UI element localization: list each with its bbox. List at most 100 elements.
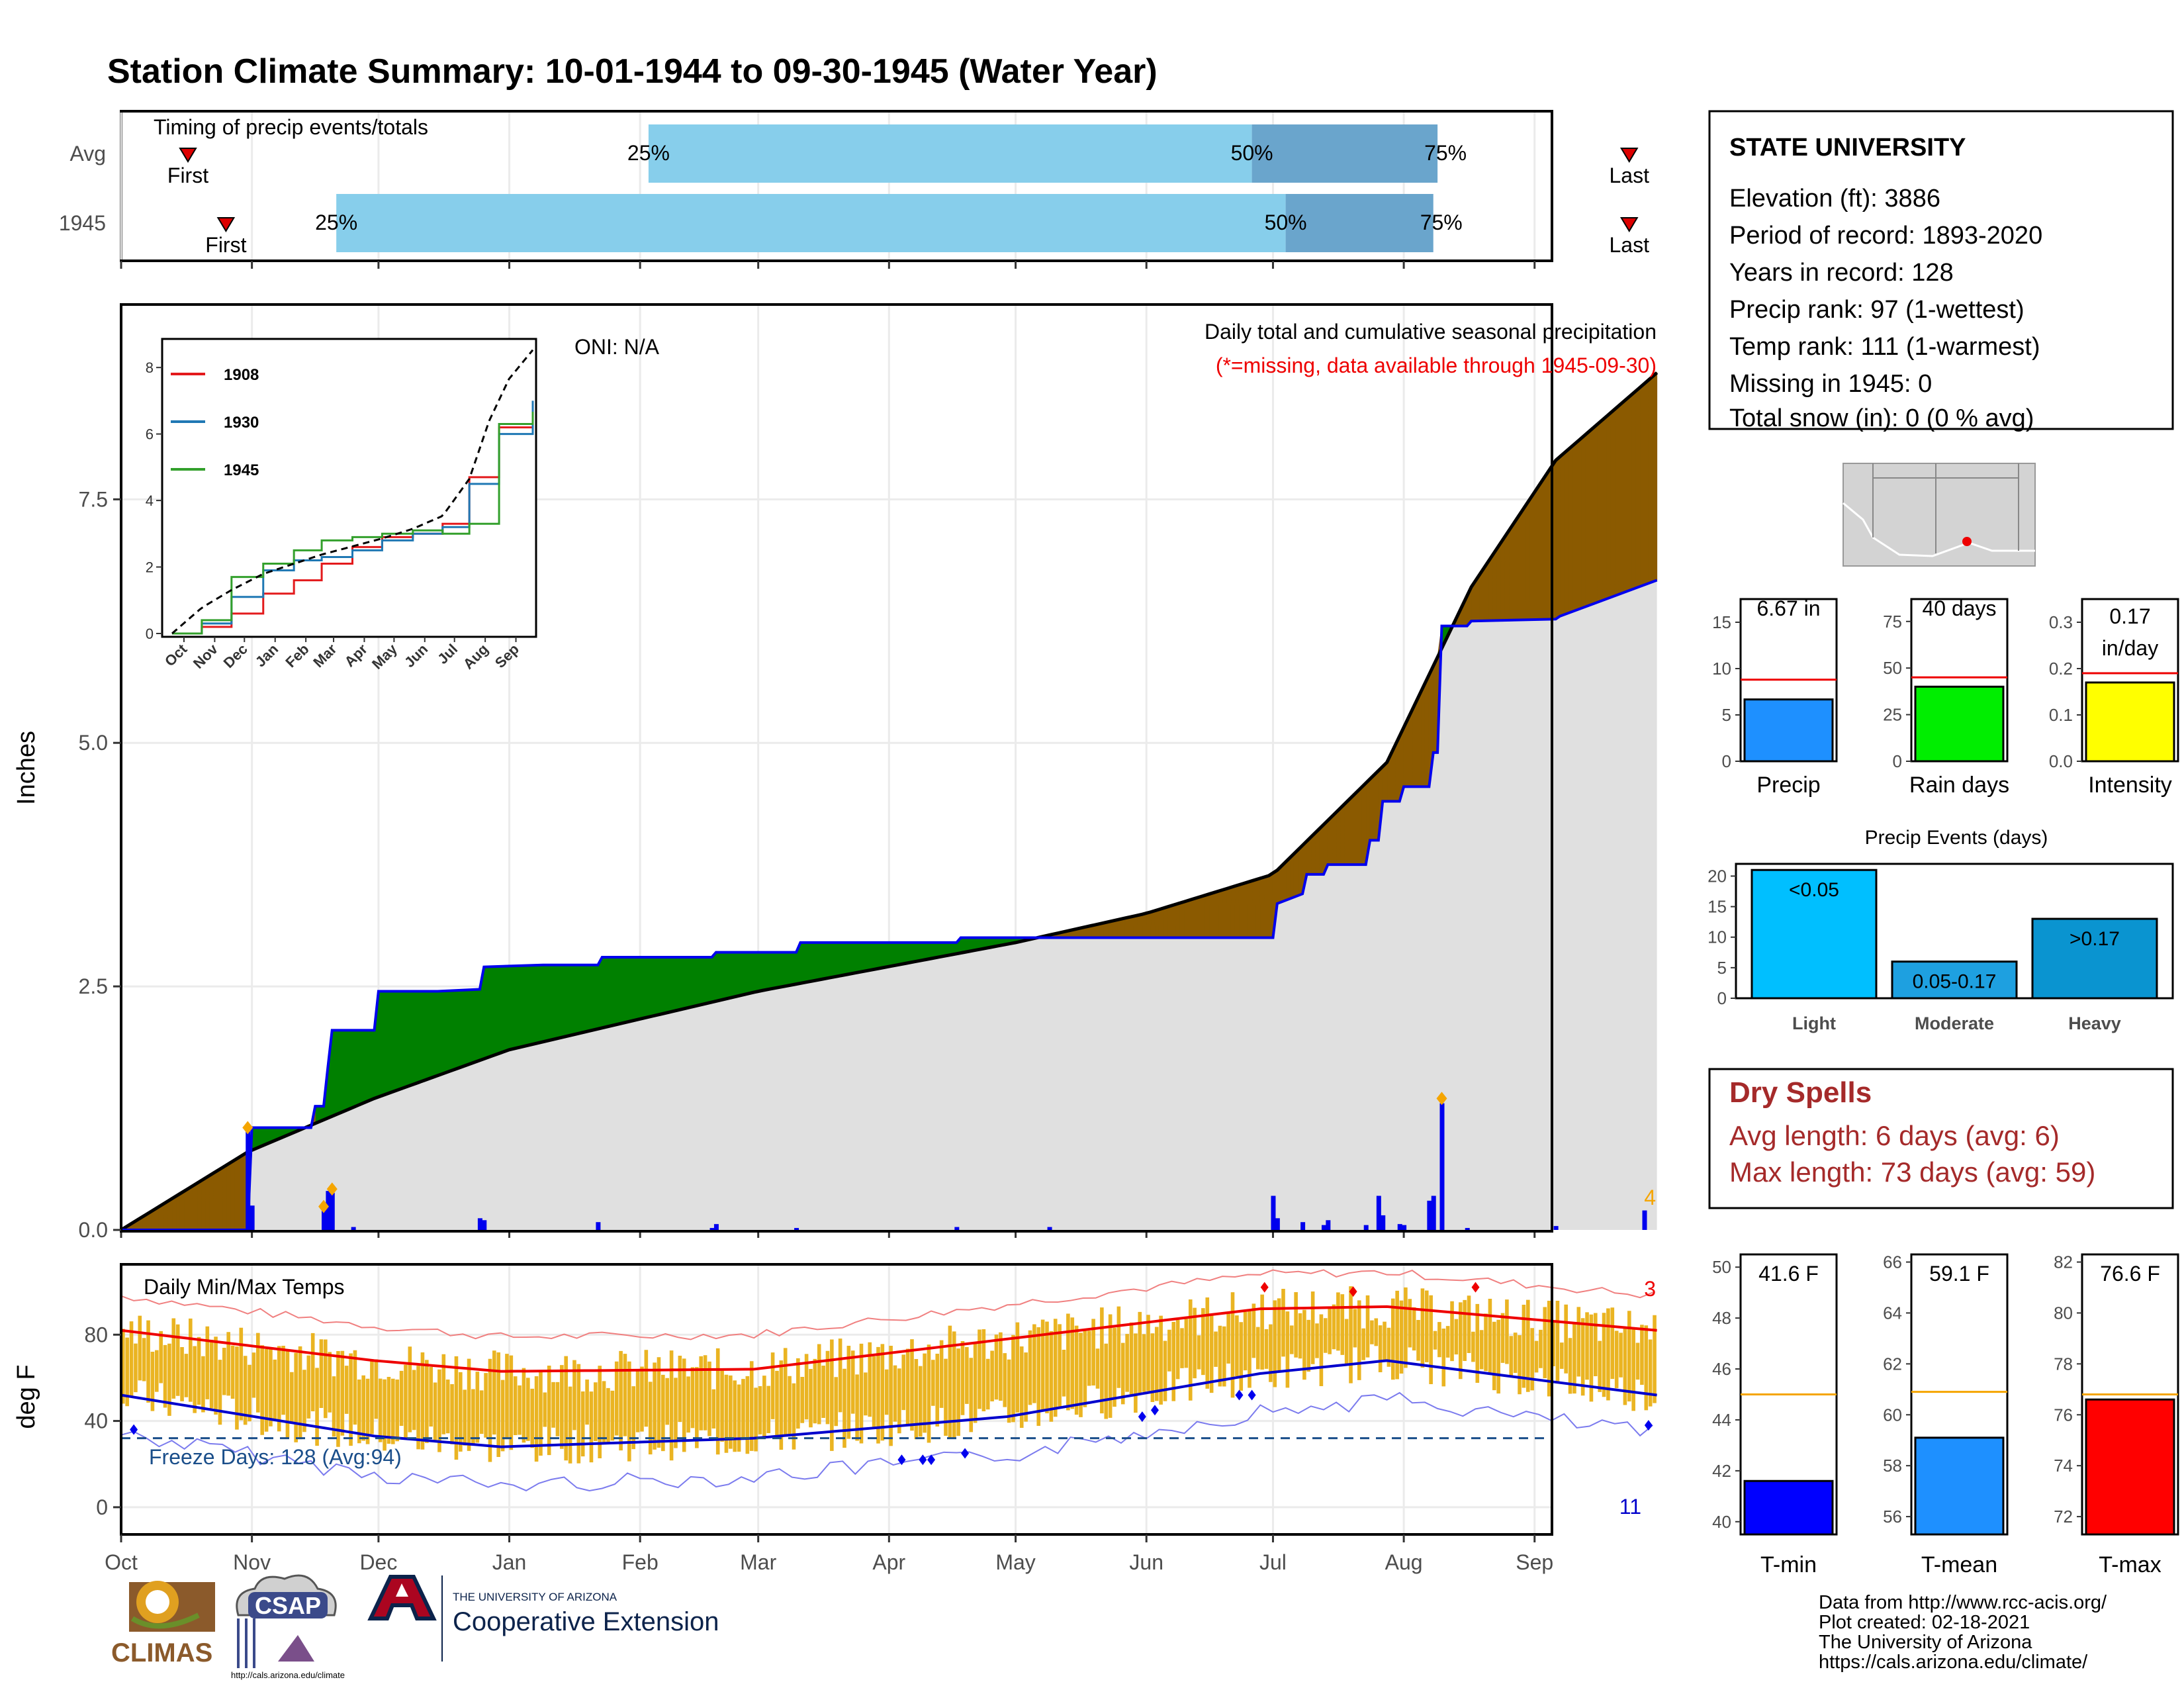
freeze-days-label: Freeze Days: 128 (Avg:94): [149, 1445, 402, 1469]
record-low-line: [120, 1391, 1653, 1491]
temp-summary-bar-2: [2085, 1398, 2175, 1536]
station-info-box: STATE UNIVERSITY Elevation (ft): 3886 Pe…: [1708, 110, 2174, 432]
avg-min-temp-line: [120, 1359, 1657, 1448]
events-tick-label-2: 10: [1707, 927, 1727, 947]
station-frame: [1708, 110, 2174, 430]
record-low-marker-icon-9: [1644, 1420, 1653, 1431]
record-low-marker-icon-0: [130, 1424, 138, 1435]
dry-spells-max: Max length: 73 days (avg: 59): [1729, 1156, 2095, 1188]
month-label-Jan: Jan: [492, 1550, 527, 1574]
temp-summary-bar-1: [1914, 1436, 2005, 1536]
timing-first-label-1: First: [205, 233, 246, 257]
location-map: [1843, 463, 2036, 567]
csap-wordmark: CSAP: [255, 1592, 321, 1619]
summary-bar-1: [1914, 685, 2005, 763]
timing-marker-last-icon-0: [1619, 148, 1639, 163]
daily-precip-bar-22: [1397, 1224, 1402, 1230]
temp-summary-tick-label-2-3: 78: [2054, 1354, 2073, 1374]
station-period: Period of record: 1893-2020: [1729, 222, 2042, 250]
summary-tick-label-0-2: 10: [1712, 659, 1731, 679]
record-low-marker-icon-3: [927, 1454, 936, 1466]
precip-y-tick-label-1: 2.5: [79, 974, 108, 998]
precip-extreme-marker-icon-2: [326, 1182, 338, 1196]
temp-summary-tick-label-0-5: 50: [1712, 1257, 1731, 1277]
timing-bar-upper-0: [1251, 124, 1438, 183]
temp-summary-tick-label-1-3: 62: [1883, 1354, 1902, 1374]
month-label-Mar: Mar: [740, 1550, 776, 1574]
timing-bar-lower-0: [648, 124, 1252, 183]
events-category-Moderate: Moderate: [1915, 1013, 1994, 1033]
timing-p50-label-0: 50%: [1231, 141, 1273, 165]
temp-summary-tick-label-2-1: 74: [2054, 1456, 2073, 1476]
oni-label: ONI: N/A: [574, 335, 660, 359]
summary-value-label-1: 40 days: [1922, 596, 1996, 620]
temp-summary-tick-label-2-4: 80: [2054, 1303, 2073, 1323]
events-tick-label-1: 5: [1717, 958, 1727, 978]
inset-legend-label-1945: 1945: [224, 461, 259, 479]
month-label-Jul: Jul: [1259, 1550, 1287, 1574]
summary-title-2: Intensity: [2088, 773, 2172, 798]
timing-panel: 25% 50% 75% First Last 25% 50% 75% First Last Tim…: [59, 110, 1650, 269]
precip-y-tick-label-3: 7.5: [79, 487, 108, 511]
station-missing: Missing in 1945: 0: [1729, 370, 1932, 398]
temp-summary-title-2: T-max: [2099, 1552, 2161, 1577]
record-low-marker-icon-6: [1150, 1405, 1159, 1416]
events-bar-Heavy: [2031, 917, 2158, 1000]
temp-summary-tick-label-0-0: 40: [1712, 1512, 1731, 1532]
daily-precip-bar-26: [1439, 1103, 1445, 1230]
temp-summary-tick-label-2-5: 82: [2054, 1252, 2073, 1272]
inset-y-tick-label-2: 4: [146, 492, 154, 509]
map-border-line: [1843, 502, 2035, 557]
precip-panel: 0.0 2.5 5.0 7.5 Inches Daily total and cumu…: [13, 303, 1659, 1242]
daily-precip-bar-7: [482, 1220, 487, 1230]
events-category-Heavy: Heavy: [2068, 1013, 2121, 1033]
daily-temp-range-bars: [121, 1286, 1657, 1464]
temp-summary-tick-label-1-5: 66: [1883, 1252, 1902, 1272]
summary-tick-label-2-0: 0.0: [2049, 751, 2073, 771]
daily-precip-bar-2: [322, 1208, 327, 1230]
map-frame: [1843, 463, 2036, 567]
csap-logo: CSAP http://cals.arizona.edu/climate: [231, 1574, 345, 1680]
record-low-marker-icon-4: [961, 1448, 970, 1459]
precip-events-panel: Precip Events (days) 05101520<0.05Light0…: [1707, 827, 2174, 1033]
precip-areas: [120, 371, 1659, 1232]
footer-data-source: Data from http://www.rcc-acis.org/: [1819, 1592, 2107, 1613]
daily-precip-bar-9: [709, 1228, 715, 1230]
inset-frame: [161, 338, 537, 638]
temp-summary-tick-label-0-2: 44: [1712, 1410, 1731, 1430]
summary-tick-label-0-0: 0: [1722, 751, 1731, 771]
summary-tick-label-1-3: 75: [1883, 612, 1902, 632]
summary-tick-label-1-2: 50: [1883, 658, 1902, 678]
temp-summary-tick-label-1-0: 56: [1883, 1507, 1902, 1526]
temp-summary-tick-label-0-3: 46: [1712, 1359, 1731, 1379]
inset-legend-label-1930: 1930: [224, 414, 259, 432]
daily-precip-bar-19: [1363, 1225, 1369, 1230]
month-label-Apr: Apr: [872, 1550, 905, 1574]
temp-summary-tick-label-2-2: 76: [2054, 1405, 2073, 1425]
daily-precip-bar-18: [1326, 1220, 1331, 1230]
temp-panel: 0 40 80 Oct Nov Dec Jan Feb Mar Apr May Jun Jul Aug S…: [13, 1263, 1657, 1574]
summary-tick-label-1-1: 25: [1883, 705, 1902, 725]
events-bar-label-Heavy: >0.17: [2070, 928, 2120, 950]
csap-rain-icon: [237, 1618, 255, 1668]
daily-precip-bar-16: [1300, 1222, 1306, 1230]
month-label-Aug: Aug: [1385, 1550, 1423, 1574]
ua-a-counter: [396, 1583, 408, 1597]
timing-marker-first-icon-0: [179, 148, 197, 163]
record-low-marker-icon-2: [919, 1454, 927, 1466]
temp-summary-tick-label-1-4: 64: [1883, 1303, 1902, 1323]
precip-y-tick-label-0: 0.0: [79, 1218, 108, 1242]
dry-spells-title: Dry Spells: [1729, 1076, 1872, 1109]
timing-last-label-0: Last: [1610, 164, 1650, 187]
daily-precip-bar-24: [1427, 1200, 1432, 1230]
temp-summary-bar-0: [1743, 1479, 1834, 1536]
summary-bar-0: [1743, 698, 1834, 763]
events-bar-label-Moderate: 0.05-0.17: [1913, 971, 1997, 993]
station-precip-rank: Precip rank: 97 (1-wettest): [1729, 296, 2025, 324]
summary-value-unit-2: in/day: [2102, 636, 2158, 660]
precip-daily-bars: [242, 1092, 1647, 1230]
precip-extreme-marker-icon-3: [1436, 1092, 1447, 1105]
temp-summary-bars: 40 42 44 46 48 50 41.6 F T-min 56 58 60 62 64 66 59.1 …: [1712, 1252, 2179, 1577]
month-label-Dec: Dec: [359, 1550, 397, 1574]
temp-summary-tick-label-1-1: 58: [1883, 1456, 1902, 1476]
